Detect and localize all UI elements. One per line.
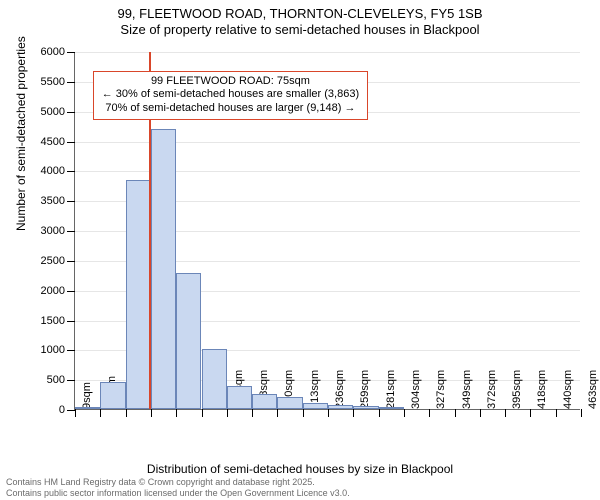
y-axis-label: Number of semi-detached properties [14,36,28,231]
histogram-bar [303,403,328,409]
x-tick-label: 281sqm [375,370,397,409]
y-tick-label: 2500 [41,255,75,267]
annotation-box: 99 FLEETWOOD ROAD: 75sqm← 30% of semi-de… [93,71,368,120]
histogram-bar [277,397,302,409]
x-tick [75,409,76,417]
y-tick-label: 5500 [41,76,75,88]
x-tick [581,409,582,417]
x-tick [151,409,152,417]
y-tick-label: 4500 [41,136,75,148]
histogram-bar [151,129,176,409]
histogram-bar [100,382,125,409]
y-tick-label: 4000 [41,165,75,177]
y-tick-label: 6000 [41,46,75,58]
histogram-bar [176,273,201,409]
x-tick-label: 418sqm [526,370,548,409]
y-tick-label: 1000 [41,344,75,356]
gridline [75,52,580,53]
x-tick-label: 349sqm [451,370,473,409]
x-tick [404,409,405,417]
histogram-bar [202,349,227,409]
x-tick-label: 304sqm [400,370,422,409]
x-tick [176,409,177,417]
histogram-bar [126,180,151,409]
y-tick-label: 3000 [41,225,75,237]
chart-title: 99, FLEETWOOD ROAD, THORNTON-CLEVELEYS, … [0,0,600,39]
x-tick-label: 440sqm [552,370,574,409]
x-tick [530,409,531,417]
y-tick-label: 5000 [41,106,75,118]
x-tick [126,409,127,417]
x-tick [227,409,228,417]
x-tick-label: 327sqm [425,370,447,409]
x-axis-label: Distribution of semi-detached houses by … [0,462,600,476]
x-tick [100,409,101,417]
x-tick-label: 463sqm [577,370,599,409]
x-tick [556,409,557,417]
attribution-footer: Contains HM Land Registry data © Crown c… [6,477,350,498]
histogram-bar [252,394,277,409]
x-tick-label: 9sqm [71,382,93,409]
histogram-bar [227,386,252,409]
x-tick-label: 395sqm [501,370,523,409]
title-line-2: Size of property relative to semi-detach… [0,22,600,38]
histogram-bar [75,407,100,409]
x-tick [455,409,456,417]
x-tick-label: 259sqm [349,370,371,409]
histogram-bar [379,407,404,409]
histogram-bar [328,405,353,409]
histogram-chart: 0500100015002000250030003500400045005000… [74,52,580,410]
x-tick [505,409,506,417]
x-tick [303,409,304,417]
annotation-line: 70% of semi-detached houses are larger (… [102,102,359,116]
x-tick [480,409,481,417]
x-tick [277,409,278,417]
x-tick [252,409,253,417]
y-tick-label: 1500 [41,315,75,327]
x-tick [353,409,354,417]
histogram-bar [353,406,378,409]
footer-line-1: Contains HM Land Registry data © Crown c… [6,477,350,487]
annotation-line: ← 30% of semi-detached houses are smalle… [102,88,359,102]
footer-line-2: Contains public sector information licen… [6,488,350,498]
annotation-line: 99 FLEETWOOD ROAD: 75sqm [102,75,359,89]
y-tick-label: 3500 [41,195,75,207]
y-tick-label: 2000 [41,285,75,297]
x-tick [328,409,329,417]
x-tick [379,409,380,417]
x-tick [202,409,203,417]
x-tick-label: 372sqm [476,370,498,409]
x-tick [429,409,430,417]
title-line-1: 99, FLEETWOOD ROAD, THORNTON-CLEVELEYS, … [0,6,600,22]
